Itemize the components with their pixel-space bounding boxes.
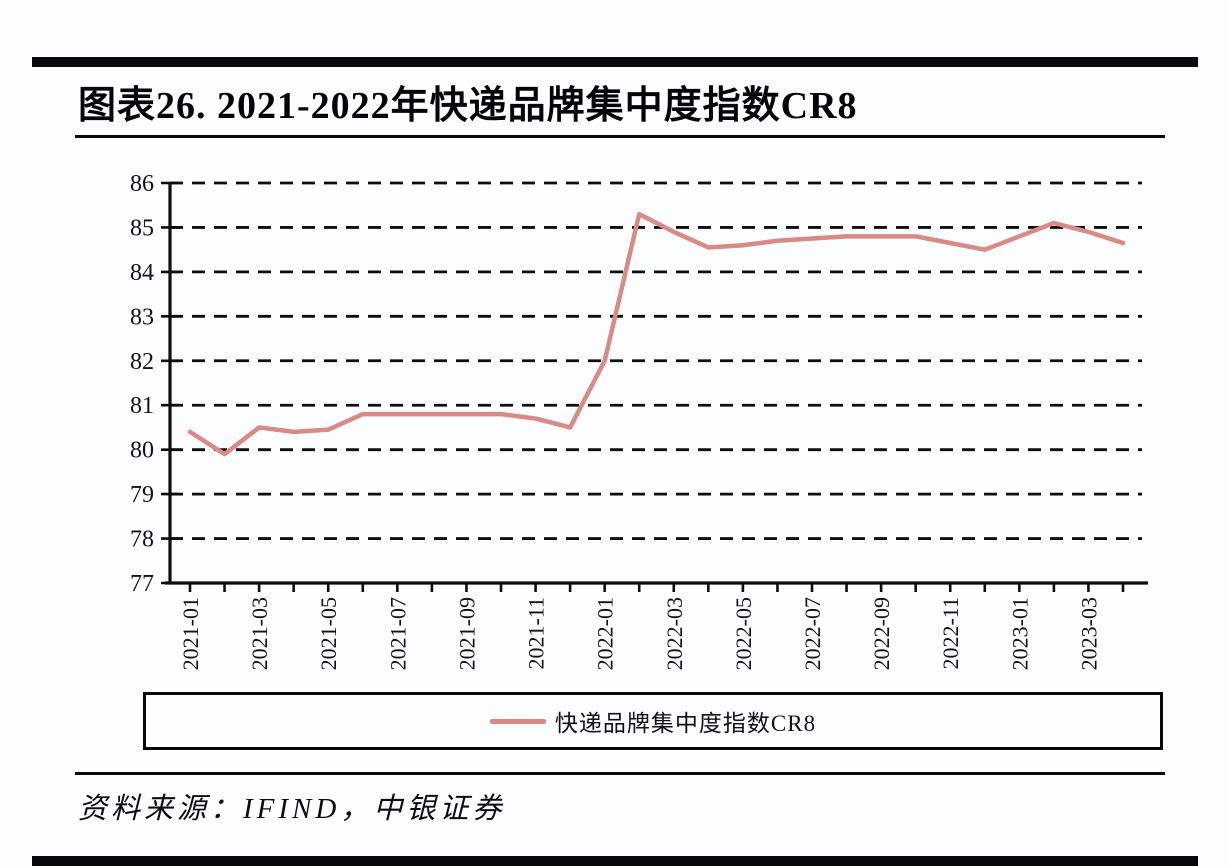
svg-text:2022-03: 2022-03 (662, 597, 687, 670)
legend-box: 快递品牌集中度指数CR8 (143, 692, 1163, 750)
svg-text:77: 77 (130, 571, 154, 597)
svg-text:79: 79 (130, 482, 154, 508)
svg-text:2022-05: 2022-05 (731, 597, 756, 670)
legend-label: 快递品牌集中度指数CR8 (554, 711, 817, 736)
svg-text:2021-01: 2021-01 (178, 597, 203, 670)
svg-text:2023-01: 2023-01 (1007, 597, 1032, 670)
svg-text:2022-01: 2022-01 (593, 597, 618, 670)
svg-text:83: 83 (130, 304, 154, 330)
svg-text:2022-07: 2022-07 (800, 597, 825, 670)
legend-line-swatch (489, 718, 546, 724)
svg-text:2023-03: 2023-03 (1076, 597, 1101, 670)
svg-text:81: 81 (130, 393, 154, 419)
svg-text:84: 84 (130, 260, 154, 286)
svg-text:2021-11: 2021-11 (524, 597, 549, 670)
svg-text:2022-11: 2022-11 (938, 597, 963, 670)
svg-text:82: 82 (130, 349, 154, 375)
svg-text:2021-09: 2021-09 (454, 597, 479, 670)
svg-text:86: 86 (130, 171, 154, 197)
svg-text:2021-05: 2021-05 (316, 597, 341, 670)
svg-text:2021-07: 2021-07 (385, 597, 410, 670)
svg-text:2021-03: 2021-03 (247, 597, 272, 670)
line-chart: 77 78 79 80 81 82 83 84 85 86 2021-01 2021-03 2021-0… (130, 171, 1148, 670)
source-divider (75, 772, 1165, 775)
source-text: 资料来源：IFIND，中银证券 (78, 793, 506, 825)
svg-text:78: 78 (130, 527, 154, 553)
svg-text:80: 80 (130, 438, 154, 464)
bottom-divider-bar (32, 856, 1198, 866)
figure-title: 图表26. 2021-2022年快递品牌集中度指数CR8 (78, 85, 858, 127)
svg-text:2022-09: 2022-09 (869, 597, 894, 670)
top-divider-bar (32, 57, 1198, 67)
title-underline (75, 135, 1165, 138)
svg-text:85: 85 (130, 215, 154, 241)
